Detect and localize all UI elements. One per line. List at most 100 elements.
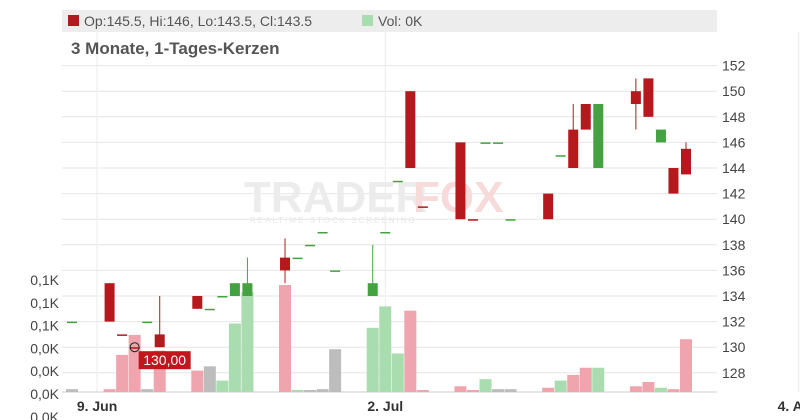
candle-body [380, 232, 391, 234]
candle-body [292, 257, 303, 260]
candle-body [392, 180, 403, 183]
low-marker [129, 342, 140, 353]
candle-body [417, 206, 428, 208]
price-tick-label: 130 [722, 339, 746, 355]
volume-bar [642, 382, 655, 392]
price-tick-label: 134 [722, 288, 746, 304]
volume-bar [592, 367, 605, 392]
candle-body [204, 308, 215, 311]
candle-body [129, 347, 140, 349]
volume-bar [228, 323, 241, 392]
volume-bar [391, 353, 404, 392]
candle-body [142, 321, 153, 324]
candle-body [104, 283, 115, 322]
candle-body [67, 321, 77, 324]
price-tick-label: 132 [722, 314, 746, 330]
volume-bar [241, 292, 254, 392]
volume-bar [128, 334, 141, 392]
price-tick-label: 142 [722, 186, 746, 202]
annotations: 151,00130,00 [129, 342, 191, 370]
candle-body [330, 270, 341, 272]
volume-bar [404, 310, 417, 392]
price-tick-label: 128 [722, 365, 746, 381]
candle-body [154, 334, 165, 348]
volume-bar [191, 370, 204, 392]
volume-bar [454, 386, 467, 392]
volume-bar [567, 374, 580, 392]
volume-bar [579, 367, 592, 392]
legend-bar [62, 10, 717, 32]
price-tick-label: 136 [722, 262, 746, 278]
legend-ohlc-swatch [68, 15, 79, 26]
volume-bar [654, 387, 667, 392]
volume-bar [216, 380, 229, 392]
candle-body [367, 283, 378, 296]
candle-body [192, 296, 203, 309]
watermark-trader: TRADER [244, 173, 427, 222]
volume-tick-label: 0,0K [30, 409, 59, 420]
price-tick-label: 152 [722, 58, 746, 74]
candle-body [655, 129, 666, 143]
candle-body [217, 296, 228, 298]
price-tick-label: 146 [722, 134, 746, 150]
candle-body [405, 91, 416, 168]
gridlines [62, 32, 800, 393]
price-tick-label: 138 [722, 237, 746, 253]
price-tick-label: 148 [722, 109, 746, 125]
candle-body [467, 219, 478, 221]
candle-body [305, 244, 316, 247]
volume-bar [554, 380, 567, 392]
volume-bar [542, 387, 555, 392]
volume-axis: 0,1K 0,1K 0,1K 0,0K 0,0K 0,0K 0,0K [30, 272, 59, 420]
price-tick-label: 150 [722, 83, 746, 99]
candle-body [317, 232, 328, 234]
volume-tick-label: 0,1K [30, 295, 59, 311]
date-tick-label: 9. Jun [77, 398, 117, 414]
candle-body [280, 257, 291, 271]
volume-bar [667, 389, 680, 392]
volume-tick-label: 0,0K [30, 340, 59, 356]
candle-body [543, 193, 554, 220]
price-tick-label: 144 [722, 160, 746, 176]
legend-volume-swatch [362, 15, 373, 26]
volume-bar [366, 327, 379, 392]
date-tick-label: 2. Jul [367, 398, 403, 414]
volume-bar [316, 389, 329, 392]
chart-title: 3 Monate, 1-Tages-Kerzen [71, 39, 279, 58]
volume-bar [479, 379, 492, 392]
volume-bar [304, 390, 317, 392]
date-tick-label: 4. Aug [778, 398, 800, 414]
volume-bar [116, 354, 129, 392]
volume-bar [291, 390, 304, 392]
candle-body [493, 142, 504, 144]
volume-tick-label: 0,0K [30, 363, 59, 379]
volume-bar [492, 389, 505, 392]
volume-bar [416, 390, 429, 392]
candle-body [643, 78, 654, 117]
candle-body [505, 219, 516, 221]
candlesticks [67, 78, 691, 349]
low-flag-label: 130,00 [143, 352, 186, 368]
candle-body [580, 104, 591, 130]
candle-body [593, 104, 604, 168]
volume-bar [203, 366, 216, 392]
candle-body [242, 283, 253, 296]
candle-body [229, 283, 240, 296]
volume-bar [504, 389, 517, 392]
candle-body [668, 168, 679, 194]
volume-tick-label: 0,1K [30, 318, 59, 334]
watermark-subtitle: REALTIME STOCK SCREENING [250, 216, 417, 225]
volume-bar [279, 285, 292, 392]
legend-ohlc-label: Op:145.5, Hi:146, Lo:143.5, Cl:143.5 [84, 13, 312, 29]
volume-bar [379, 306, 392, 392]
volume-bar [629, 386, 642, 392]
candle-body [455, 142, 466, 220]
volume-bar [103, 389, 116, 392]
candle-body [117, 334, 128, 336]
volume-bar [329, 349, 342, 392]
price-tick-label: 140 [722, 211, 746, 227]
candle-body [568, 129, 579, 168]
